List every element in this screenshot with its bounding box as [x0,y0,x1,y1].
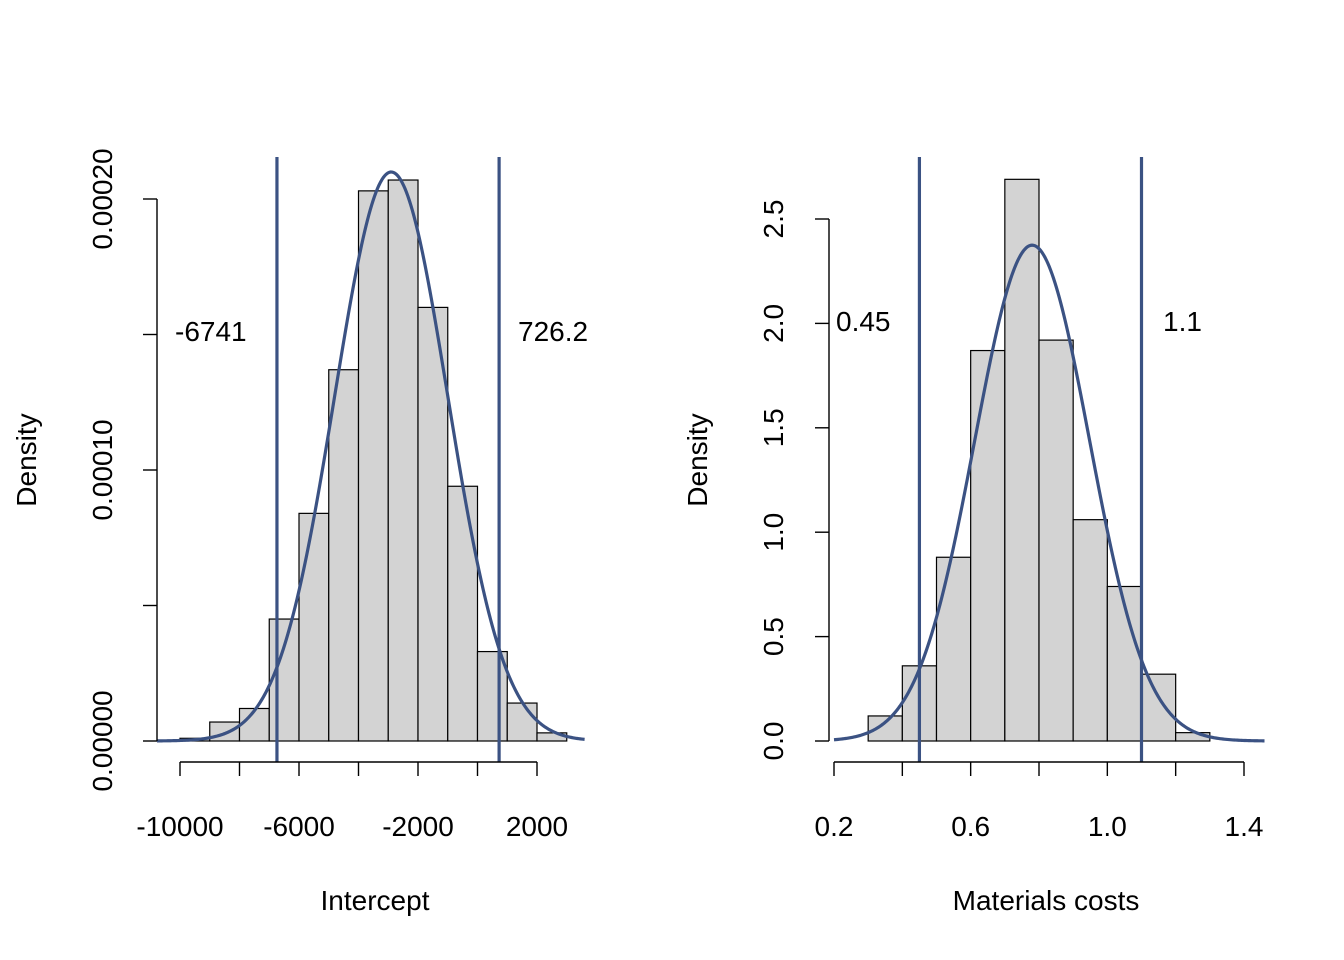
x-tick-label: -2000 [382,811,454,842]
y-tick-label: 0.00020 [87,148,118,249]
interval-label: 1.1 [1163,306,1202,337]
x-tick-label: 0.2 [815,811,854,842]
y-tick-label: 1.0 [758,513,789,552]
histogram-bar [447,485,479,742]
histogram-bar [1106,585,1143,742]
y-tick-label: 2.5 [758,200,789,239]
histogram-bar [935,556,972,742]
histogram-bar [506,702,538,742]
y-tick-label: 0.5 [758,617,789,656]
interval-labels: -6741 726.2 [175,316,588,347]
x-tick-label: -6000 [263,811,335,842]
histogram-bar [417,306,449,742]
y-tick-label: 0.00000 [87,690,118,791]
histogram-bar [1038,339,1074,742]
histogram-bar [298,512,330,742]
histogram-bar [476,650,508,742]
x-axis-title: Materials costs [953,885,1140,916]
chart-panel-1: -10000 -6000 -2000 2000 Intercept 0.00000 0.00… [11,148,588,916]
y-axis-title: Density [682,413,713,506]
histogram-bar [387,179,419,742]
x-tick-label: -10000 [136,811,223,842]
interval-label: 0.45 [836,306,891,337]
histogram-bar [1140,673,1177,742]
bars [867,178,1211,742]
x-axis-title: Intercept [321,885,430,916]
bars [179,179,568,742]
histogram-bar [328,369,360,742]
chart-panel-2: 0.2 0.6 1.0 1.4 Materials costs 0.0 0.5 1.0 1.5 2… [682,157,1265,916]
x-tick-label: 0.6 [951,811,990,842]
density-curve [157,170,585,743]
density-curve [833,243,1265,743]
x-tick-label: 1.4 [1225,811,1264,842]
histogram-bar [1072,519,1108,742]
x-tick-label: 2000 [506,811,568,842]
histogram-bar [970,349,1006,742]
histogram-bar [238,707,270,742]
y-axis-title: Density [11,413,42,506]
histogram-bar [1004,178,1040,742]
y-tick-label: 0.00010 [87,419,118,520]
x-tick-label: 1.0 [1088,811,1127,842]
histogram-bar [268,618,300,742]
interval-labels: 0.45 1.1 [836,306,1202,337]
y-tick-label: 2.0 [758,304,789,343]
y-tick-label: 0.0 [758,722,789,761]
interval-label: -6741 [175,316,247,347]
interval-label: 726.2 [518,316,588,347]
y-tick-label: 1.5 [758,408,789,447]
histogram-bar [357,190,389,742]
